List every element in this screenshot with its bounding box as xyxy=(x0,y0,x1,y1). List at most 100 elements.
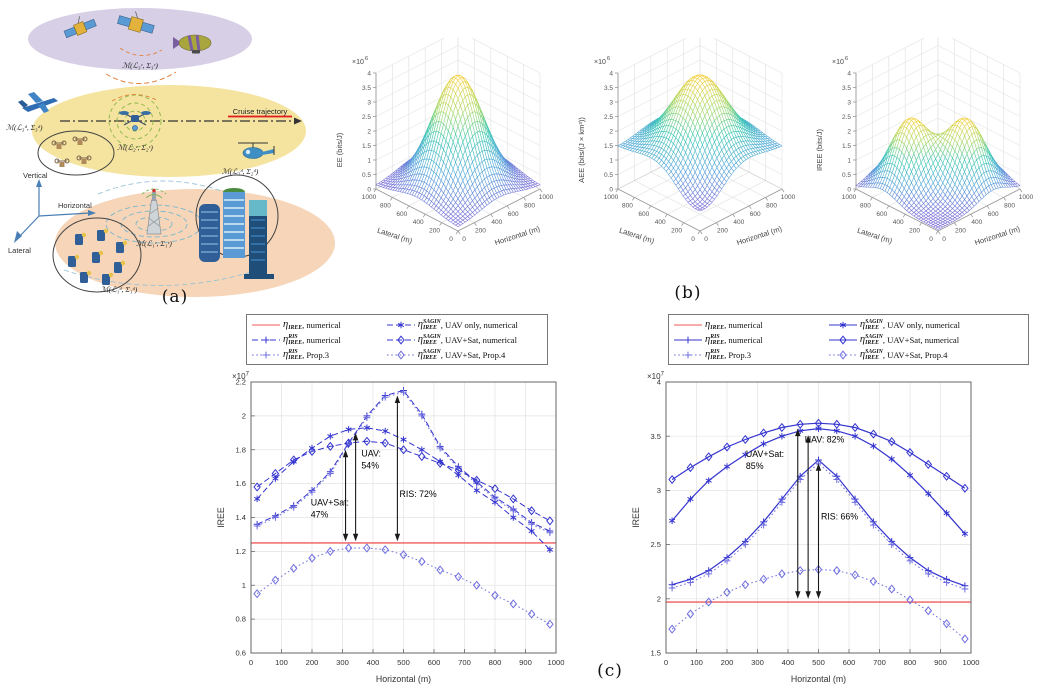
legend-diamond-sample xyxy=(386,334,415,345)
iree-surface-plot xyxy=(810,38,1054,256)
drone-swarm-label: ℳ(ℒ₃ᵈ, Σ₃ᵈ) xyxy=(6,123,43,132)
iot-label: ℳ(ℒ₁ᵈ, Σ₁ᵈ) xyxy=(101,285,138,294)
legend-label: η IREE, numerical xyxy=(705,319,763,331)
airplane-icon xyxy=(18,92,58,113)
svg-text:2.2: 2.2 xyxy=(235,378,246,387)
iot-cluster xyxy=(68,228,128,285)
legend-label: η RIS IREE, Prop.3 xyxy=(705,349,752,361)
legend-right: η IREE, numerical η SAGIN IREE, UAV only, n… xyxy=(668,314,1029,365)
series-2 xyxy=(668,425,969,538)
legend-item: η SAGIN IREE, UAV only, numerical xyxy=(828,317,1025,332)
coordinate-axes xyxy=(14,179,96,243)
series-2 xyxy=(253,424,554,553)
svg-text:1000: 1000 xyxy=(548,658,565,667)
legend-plus-sample xyxy=(674,336,702,343)
legend-star-sample xyxy=(386,321,415,328)
legend-line-sample xyxy=(674,323,702,326)
panel-c-label: (c) xyxy=(597,661,623,681)
svg-text:800: 800 xyxy=(489,658,502,667)
y-axis-label: IREE xyxy=(631,507,641,528)
legend-diamond-sample xyxy=(828,349,857,360)
panel-b-label: (b) xyxy=(674,283,702,303)
svg-text:400: 400 xyxy=(367,658,380,667)
svg-text:1: 1 xyxy=(242,581,246,590)
series-4 xyxy=(253,543,554,629)
svg-text:700: 700 xyxy=(458,658,471,667)
svg-text:1.2: 1.2 xyxy=(235,547,246,556)
axis-lateral-label: Lateral xyxy=(8,246,31,255)
y-axis-exponent: ×107 xyxy=(232,372,250,382)
svg-text:0.6: 0.6 xyxy=(235,649,246,658)
svg-text:400: 400 xyxy=(782,658,795,667)
axis-ticks: 0 100 200 300 400 500 600 700 800 900 1000 1.5 2 2.5 3… xyxy=(650,378,979,667)
svg-text:700: 700 xyxy=(873,658,886,667)
gain-arrows xyxy=(795,428,822,599)
legend-diamond-sample xyxy=(828,334,857,345)
base-station-icon xyxy=(141,188,167,235)
uav-coverage-rings xyxy=(108,94,162,148)
series-3 xyxy=(668,418,969,493)
satellite-icon xyxy=(117,11,155,34)
airship-icon xyxy=(173,34,212,54)
bs-cluster-label: ℳ(ℒ₁ᶜ, Σ₁ᶜ) xyxy=(136,239,172,248)
legend-left: η IREE, numerical η SAGIN IREE, UAV only, n… xyxy=(246,314,548,365)
legend-diamond-sample xyxy=(386,349,415,360)
legend-item: η IREE, numerical xyxy=(251,317,386,332)
svg-text:0: 0 xyxy=(664,658,668,667)
svg-text:600: 600 xyxy=(428,658,441,667)
svg-text:3: 3 xyxy=(657,486,661,495)
svg-text:300: 300 xyxy=(751,658,764,667)
legend-item: η RIS IREE, Prop.3 xyxy=(673,347,828,362)
legend-item: η RIS IREE, Prop.3 xyxy=(251,347,386,362)
buildings-label: ℳ(ℒ₂ᵈ, Σ₂ᵈ) xyxy=(222,167,259,176)
svg-text:500: 500 xyxy=(812,658,825,667)
legend-label: η SAGIN IREE, UAV+Sat, Prop.4 xyxy=(859,349,948,361)
annotation: UAV+Sat: 47% xyxy=(311,498,349,520)
iot-circle xyxy=(52,217,142,293)
ground-layer-ellipse xyxy=(55,189,335,297)
annotation: UAV: 54% xyxy=(361,449,381,471)
satellite-icon xyxy=(63,16,97,39)
ee-surface-plot xyxy=(330,38,575,256)
buildings-icon xyxy=(199,188,274,279)
series-3 xyxy=(253,436,554,526)
svg-text:1.8: 1.8 xyxy=(235,445,246,454)
svg-text:500: 500 xyxy=(397,658,410,667)
y-axis-label: IREE xyxy=(216,507,226,528)
legend-line-sample xyxy=(252,323,280,326)
x-axis-label: Horizontal (m) xyxy=(376,674,431,684)
axis-vertical-label: Vertical xyxy=(23,171,48,180)
legend-item: η RIS IREE, numerical xyxy=(673,332,828,347)
legend-label: η SAGIN IREE, UAV+Sat, numerical xyxy=(417,334,518,346)
annotation: RIS: 72% xyxy=(400,489,437,499)
svg-text:800: 800 xyxy=(904,658,917,667)
svg-text:600: 600 xyxy=(843,658,856,667)
drone-swarm-circle xyxy=(37,130,115,176)
panel-a-label: (a) xyxy=(161,287,189,307)
svg-text:200: 200 xyxy=(306,658,319,667)
legend-label: η SAGIN IREE, UAV+Sat, numerical xyxy=(859,334,960,346)
legend-item: η RIS IREE, numerical xyxy=(251,332,386,347)
svg-text:0: 0 xyxy=(249,658,253,667)
svg-text:4: 4 xyxy=(657,378,661,387)
legend-item: η SAGIN IREE, UAV+Sat, numerical xyxy=(386,332,544,347)
svg-text:1.4: 1.4 xyxy=(235,513,246,522)
legend-label: η SAGIN IREE, UAV only, numerical xyxy=(417,319,518,331)
x-axis-label: Horizontal (m) xyxy=(791,674,846,684)
svg-text:3.5: 3.5 xyxy=(650,432,661,441)
annotation: UAV: 82% xyxy=(805,435,845,445)
cruise-trajectory-label: Cruise trajectory xyxy=(233,107,288,116)
series-1 xyxy=(668,459,969,593)
grid xyxy=(250,381,557,654)
gain-arrows xyxy=(342,395,401,542)
svg-text:1.5: 1.5 xyxy=(650,649,661,658)
svg-text:1.6: 1.6 xyxy=(235,479,246,488)
legend-label: η RIS IREE, Prop.3 xyxy=(283,349,330,361)
svg-text:300: 300 xyxy=(336,658,349,667)
legend-plus-sample xyxy=(252,351,280,358)
y-axis-exponent: ×107 xyxy=(647,372,665,382)
svg-text:0.8: 0.8 xyxy=(235,615,246,624)
svg-text:2: 2 xyxy=(657,594,661,603)
annotation: UAV+Sat: 85% xyxy=(746,449,784,471)
